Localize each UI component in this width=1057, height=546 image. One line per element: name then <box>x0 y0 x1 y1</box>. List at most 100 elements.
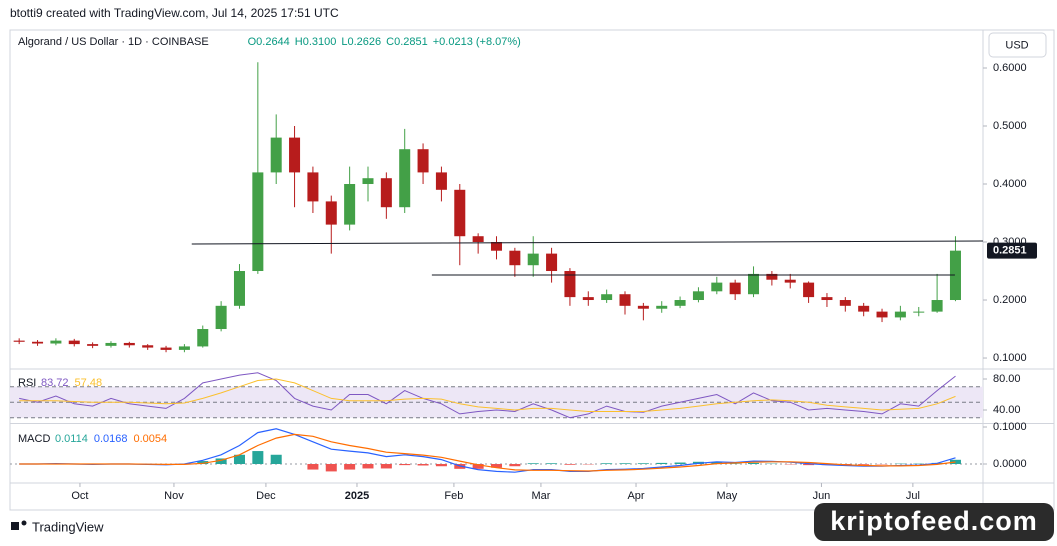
candle-body <box>289 137 301 173</box>
x-tick-label: Jul <box>906 490 920 502</box>
legend-value: 0.0168 <box>94 433 128 445</box>
candle-body <box>601 294 613 301</box>
y-tick-label: 0.0000 <box>993 458 1027 470</box>
legend-value: 0.0054 <box>133 433 167 445</box>
histogram-bar <box>380 464 392 469</box>
candle-body <box>472 236 484 243</box>
brand-icon <box>21 520 27 526</box>
currency-label: USD <box>1005 39 1028 51</box>
candle-body <box>215 305 227 330</box>
histogram-bar <box>637 463 649 465</box>
brand-icon <box>11 522 19 530</box>
x-tick-label: Feb <box>444 490 463 502</box>
histogram-bar <box>215 458 227 465</box>
candle-body <box>13 340 25 342</box>
candle-body <box>454 189 466 237</box>
candle-body <box>527 253 539 266</box>
histogram-bar <box>564 464 576 465</box>
y-tick-label: 0.1000 <box>993 421 1027 433</box>
histogram-bar <box>362 464 374 469</box>
candle-body <box>160 347 172 350</box>
candle-body <box>913 311 925 313</box>
ohlc-label: O0.2644 <box>248 36 290 48</box>
histogram-bar <box>399 464 411 466</box>
histogram-bar <box>748 462 760 465</box>
histogram-bar <box>344 464 356 470</box>
histogram-bar <box>325 464 337 472</box>
histogram-bar <box>435 464 447 467</box>
candle-body <box>307 172 319 202</box>
y-tick-label: 80.00 <box>993 373 1021 385</box>
brand-name: TradingView <box>32 519 104 534</box>
candle-body <box>68 340 80 345</box>
last-price-label: 0.2851 <box>993 245 1027 257</box>
candle-body <box>858 305 870 312</box>
histogram-bar <box>601 463 613 465</box>
ohlc-label: H0.3100 <box>295 36 337 48</box>
histogram-bar <box>656 462 668 465</box>
candle-body <box>949 250 961 301</box>
candle-body <box>656 305 668 309</box>
y-tick-label: 0.1000 <box>993 352 1027 364</box>
histogram-bar <box>509 464 521 467</box>
candle-body <box>619 294 631 306</box>
candle-body <box>748 273 760 295</box>
histogram-bar <box>417 464 429 466</box>
candle-body <box>87 344 99 346</box>
candle-body <box>50 340 62 344</box>
candle-body <box>509 250 521 266</box>
x-tick-label: Nov <box>164 490 184 502</box>
histogram-bar <box>858 464 870 465</box>
candle-body <box>784 279 796 283</box>
histogram-bar <box>803 464 815 466</box>
candle-body <box>325 201 337 225</box>
macd-line <box>19 433 956 472</box>
candle-body <box>380 178 392 208</box>
candle-body <box>729 282 741 295</box>
y-tick-label: 0.4000 <box>993 178 1027 190</box>
candle-body <box>692 291 704 301</box>
last-price-box <box>987 242 1037 259</box>
ohlc-label: C0.2851 <box>386 36 428 48</box>
candle-body <box>839 300 851 306</box>
histogram-bar <box>307 464 319 470</box>
candle-body <box>142 345 154 348</box>
currency-button[interactable] <box>988 32 1047 58</box>
candle-body <box>637 305 649 309</box>
histogram-bar <box>490 464 503 468</box>
x-tick-label: Jun <box>813 490 831 502</box>
legend-value: 0.0114 <box>55 433 88 445</box>
symbol-title: Algorand / US Dollar · 1D · COINBASE <box>18 36 209 48</box>
candle-body <box>711 282 723 292</box>
legend-value: 57.48 <box>75 377 103 389</box>
histogram-bar <box>674 462 686 465</box>
candle-body <box>766 273 778 280</box>
histogram-bar <box>197 461 209 465</box>
candle-body <box>803 282 815 298</box>
candle-body <box>362 178 374 185</box>
watermark-box <box>814 503 1054 541</box>
brand: TradingView <box>11 519 104 534</box>
histogram-bar <box>252 451 264 465</box>
x-tick-label: May <box>717 490 738 502</box>
chart-frame <box>9 29 1055 511</box>
candle-body <box>399 149 411 208</box>
ohlc-label: +0.0213 (+8.07%) <box>433 36 521 48</box>
candle-body <box>490 242 503 251</box>
legend-value: 83.72 <box>41 377 69 389</box>
candle-body <box>582 297 594 301</box>
x-tick-label: 2025 <box>345 490 369 502</box>
candle-body <box>32 341 44 344</box>
candle-body <box>123 342 135 346</box>
candle-body <box>564 271 576 298</box>
y-tick-label: 0.6000 <box>993 62 1027 74</box>
rsi-line <box>19 378 956 412</box>
x-tick-label: Apr <box>627 490 644 502</box>
trendline <box>191 240 984 245</box>
candle-body <box>197 329 209 347</box>
candle-body <box>674 300 686 306</box>
macd-title: MACD <box>18 433 50 445</box>
watermark: kriptofeed.com <box>830 506 1038 536</box>
